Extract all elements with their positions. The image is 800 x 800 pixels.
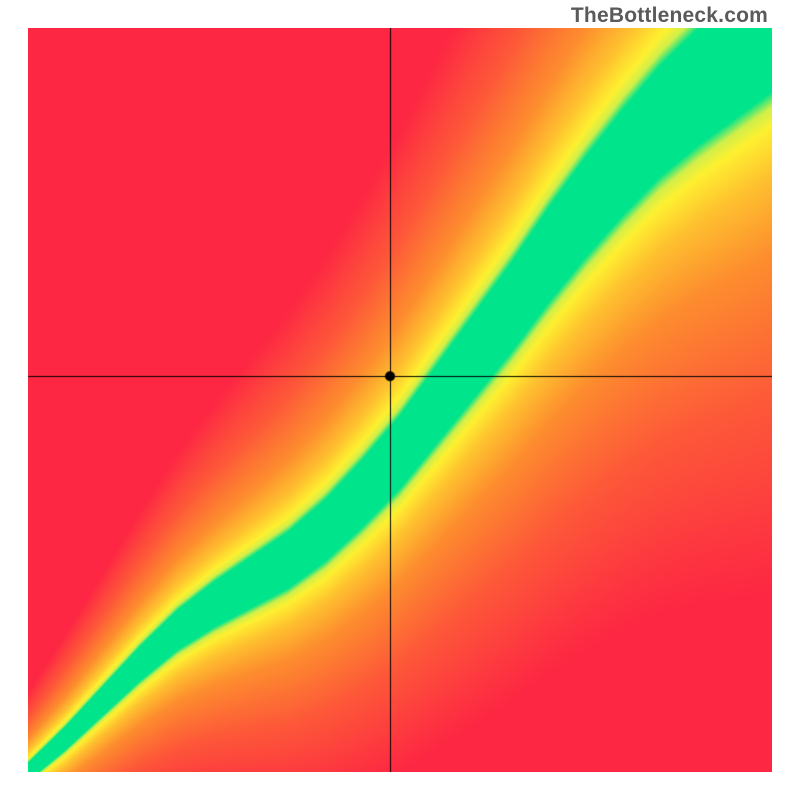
watermark-text: TheBottleneck.com [571,4,768,28]
chart-container: TheBottleneck.com [0,0,800,800]
bottleneck-heatmap [28,28,772,772]
